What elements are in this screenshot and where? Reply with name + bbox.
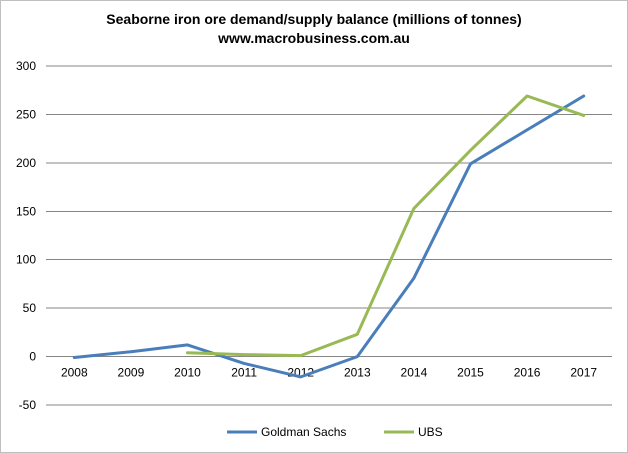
series-line-ubs — [186, 94, 586, 358]
series-line-goldman-sachs — [72, 94, 586, 379]
y-axis-ticks: -50 0 50 100 150 200 250 300 — [16, 59, 36, 412]
y-tick-label: 100 — [16, 253, 36, 267]
x-tick-label: 2008 — [61, 366, 88, 380]
x-tick-label: 2015 — [457, 366, 484, 380]
y-tick-label: 200 — [16, 156, 36, 170]
legend-label: UBS — [418, 425, 443, 439]
chart-title: Seaborne iron ore demand/supply balance … — [106, 11, 522, 27]
x-tick-label: 2013 — [344, 366, 371, 380]
legend-label: Goldman Sachs — [261, 425, 346, 439]
x-tick-label: 2009 — [118, 366, 145, 380]
y-tick-label: 50 — [23, 301, 37, 315]
y-tick-label: -50 — [19, 398, 37, 412]
y-tick-label: 300 — [16, 59, 36, 73]
y-tick-label: 0 — [29, 350, 36, 364]
x-tick-label: 2010 — [174, 366, 201, 380]
x-tick-label: 2014 — [401, 366, 428, 380]
y-tick-label: 250 — [16, 107, 36, 121]
y-tick-label: 150 — [16, 204, 36, 218]
series-lines — [72, 94, 586, 379]
legend: Goldman Sachs UBS — [227, 425, 443, 439]
chart-subtitle: www.macrobusiness.com.au — [218, 30, 410, 46]
x-tick-label: 2017 — [570, 366, 597, 380]
x-tick-label: 2016 — [514, 366, 541, 380]
x-tick-label: 2011 — [231, 366, 257, 380]
gridlines — [46, 65, 612, 406]
